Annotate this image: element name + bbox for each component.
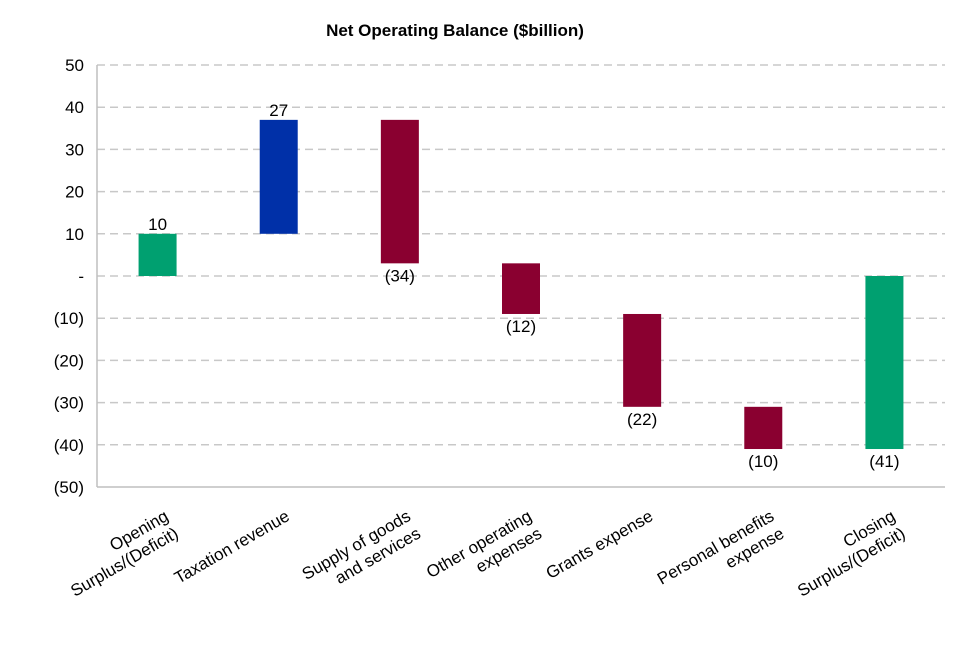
- y-tick-label: (40): [54, 436, 84, 455]
- bar: [865, 276, 904, 450]
- gridlines: [97, 64, 945, 446]
- bar: [623, 313, 662, 407]
- x-tick-label: Taxation revenue: [171, 506, 293, 587]
- x-tick-label: Grants expense: [543, 506, 656, 582]
- y-tick-label: 20: [65, 183, 84, 202]
- y-axis: 50 40 30 20 10 - (10) (20) (30) (40) (50): [54, 56, 98, 497]
- y-tick-label: (10): [54, 309, 84, 328]
- data-label: (10): [748, 452, 778, 471]
- y-tick-label: (30): [54, 394, 84, 413]
- bar: [138, 233, 177, 276]
- y-tick-label: 40: [65, 98, 84, 117]
- y-tick-label: (20): [54, 351, 84, 370]
- data-label: (22): [627, 410, 657, 429]
- bar: [744, 406, 783, 450]
- y-tick-label: (50): [54, 478, 84, 497]
- y-tick-label: 10: [65, 225, 84, 244]
- y-tick-label: 50: [65, 56, 84, 75]
- data-label: 27: [269, 101, 288, 120]
- bar: [502, 263, 540, 314]
- data-label: (41): [869, 452, 899, 471]
- data-label: 10: [148, 215, 167, 234]
- data-labels: 10 27 (34) (12) (22) (10) (41): [148, 101, 899, 471]
- x-tick-label-line: Taxation revenue: [171, 506, 293, 587]
- data-label: (12): [506, 317, 536, 336]
- bar: [380, 119, 419, 264]
- x-tick-label-line: Grants expense: [543, 506, 656, 582]
- y-tick-label: -: [78, 267, 84, 286]
- bars: [138, 119, 904, 450]
- y-tick-label: 30: [65, 140, 84, 159]
- bar: [259, 119, 298, 234]
- data-label: (34): [385, 266, 415, 285]
- chart-title: Net Operating Balance ($billion): [326, 21, 584, 40]
